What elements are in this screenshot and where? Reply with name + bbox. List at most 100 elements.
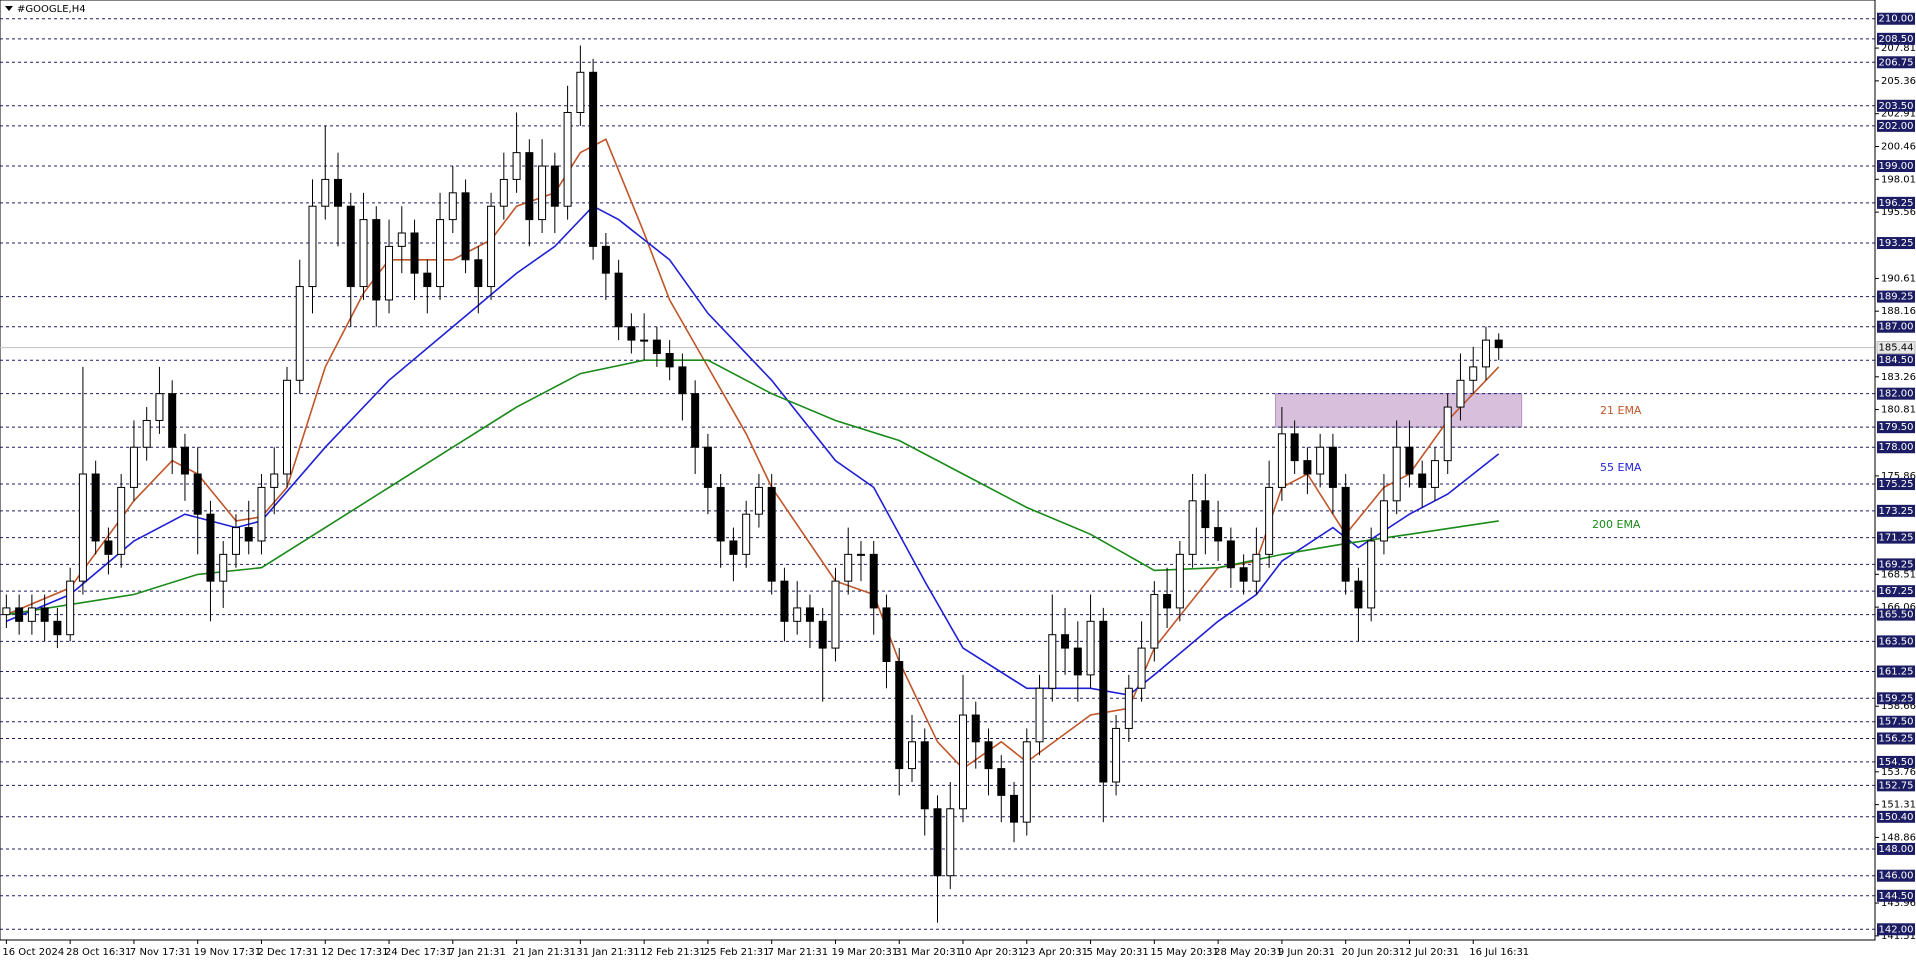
candle-body: [1137, 647, 1146, 689]
candle-body: [844, 553, 853, 582]
candle-body: [601, 245, 610, 274]
y-tick-label: 158.66: [1881, 701, 1916, 712]
candle-body: [1469, 366, 1478, 381]
candle-body: [550, 165, 559, 207]
candle-body: [206, 513, 215, 582]
y-tick-label: 180.81: [1881, 405, 1916, 416]
x-tick-label: 12 Dec 17:31: [321, 947, 388, 958]
y-tick-label: 175.86: [1881, 471, 1916, 482]
candle-body: [448, 192, 457, 221]
candle-body: [1086, 620, 1095, 676]
candle-body: [627, 326, 636, 341]
candle-body: [1494, 339, 1503, 349]
x-tick-label: 31 Mar 20:31: [895, 947, 962, 958]
candle-body: [1277, 433, 1286, 488]
candle-body: [831, 580, 840, 649]
candle-body: [78, 473, 87, 582]
candle-body: [614, 272, 623, 328]
candle-body: [818, 620, 827, 649]
title-arrow: [5, 6, 13, 11]
candle-body: [474, 259, 483, 288]
candle-body: [1201, 500, 1210, 529]
candle-body: [882, 607, 891, 662]
level-box: [1877, 478, 1915, 491]
level-label: 159.25: [1879, 693, 1914, 704]
candle-body: [1163, 594, 1172, 609]
x-tick-label: 7 Jan 21:31: [449, 947, 506, 958]
candle-body: [1341, 486, 1350, 582]
current-price-label: 185.44: [1879, 343, 1914, 354]
level-label: 163.50: [1879, 636, 1914, 647]
candle-body: [1239, 567, 1248, 582]
x-tick-label: 28 Oct 16:31: [66, 947, 131, 958]
candle-body: [257, 486, 266, 542]
level-box: [1877, 504, 1915, 517]
level-box: [1877, 32, 1915, 45]
candle-body: [1112, 727, 1121, 783]
candle-body: [780, 580, 789, 622]
candle-body: [244, 527, 253, 542]
level-box: [1877, 290, 1915, 303]
candle-body: [180, 446, 189, 475]
y-tick-label: 207.81: [1881, 43, 1916, 54]
candle-body: [1035, 687, 1044, 743]
y-tick-label: 143.96: [1881, 898, 1916, 909]
x-tick-label: 7 Mar 21:31: [768, 947, 828, 958]
level-box: [1877, 160, 1915, 173]
ema-line: [6, 138, 1500, 770]
level-box: [1877, 692, 1915, 705]
candle-body: [869, 553, 878, 609]
candle-body: [193, 473, 202, 515]
candle-body: [295, 286, 304, 381]
x-tick-label: 24 Dec 17:31: [385, 947, 452, 958]
level-box: [1877, 842, 1915, 855]
candle-body: [219, 553, 228, 582]
level-label: 144.50: [1879, 891, 1914, 902]
y-tick-label: 168.51: [1881, 569, 1916, 580]
x-tick-label: 15 May 20:31: [1150, 947, 1219, 958]
level-box: [1877, 665, 1915, 678]
level-label: 210.00: [1879, 14, 1914, 25]
ema-line: [6, 205, 1500, 696]
plot-frame: [0, 0, 1876, 941]
candle-body: [91, 473, 100, 542]
candle-body: [716, 486, 725, 542]
ema-line: [6, 359, 1499, 616]
level-label: 182.00: [1879, 389, 1914, 400]
candle-body: [1010, 794, 1019, 823]
y-tick-label: 190.61: [1881, 273, 1916, 284]
level-label: 142.00: [1879, 924, 1914, 935]
candle-body: [946, 808, 955, 877]
x-tick-label: 19 Nov 17:31: [194, 947, 261, 958]
x-tick-label: 31 Jan 21:31: [576, 947, 639, 958]
level-label: 179.50: [1879, 422, 1914, 433]
candle-body: [1316, 446, 1325, 475]
candle-body: [385, 245, 394, 301]
y-tick-label: 148.86: [1881, 832, 1916, 843]
candle-body: [321, 178, 330, 207]
level-label: 148.00: [1879, 844, 1914, 855]
candle-body: [397, 232, 406, 247]
candle-body: [525, 152, 534, 221]
y-tick-label: 141.51: [1881, 931, 1916, 942]
level-label: 165.50: [1879, 610, 1914, 621]
x-tick-label: 23 Apr 20:31: [1023, 947, 1088, 958]
candle-body: [436, 219, 445, 288]
level-box: [1877, 732, 1915, 745]
candle-body: [1367, 540, 1376, 609]
chart-title: #GOOGLE,H4: [17, 4, 86, 15]
candle-body: [1418, 473, 1427, 488]
candle-body: [346, 205, 355, 288]
candle-body: [742, 513, 751, 555]
candle-body: [512, 152, 521, 180]
candle-body: [767, 486, 776, 582]
candle-body: [856, 553, 865, 556]
candle-body: [129, 446, 138, 488]
level-label: 187.00: [1879, 322, 1914, 333]
candle-body: [1354, 580, 1363, 609]
level-label: 202.00: [1879, 121, 1914, 132]
candle-body: [576, 71, 585, 113]
candle-body: [15, 607, 24, 622]
level-label: 178.00: [1879, 442, 1914, 453]
